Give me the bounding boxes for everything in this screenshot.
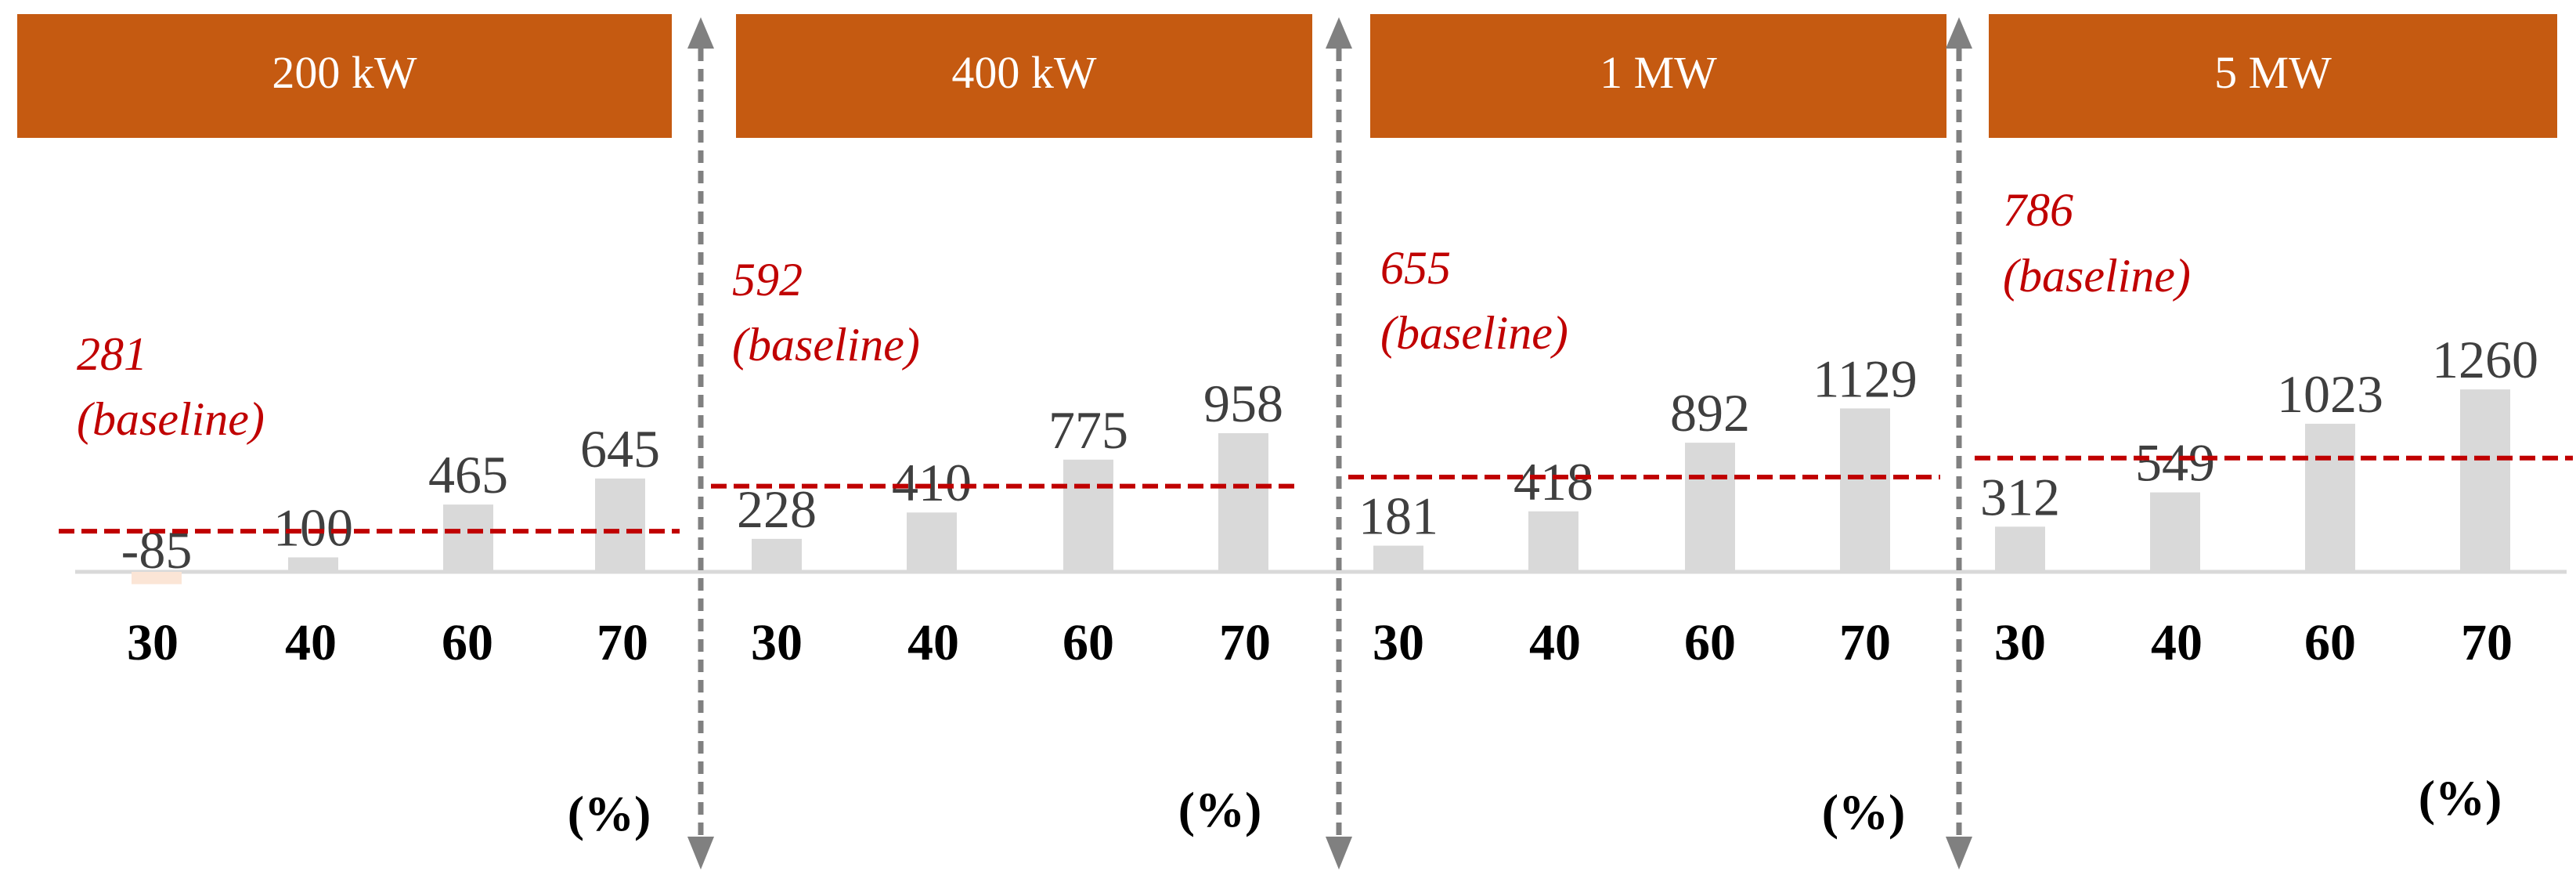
arrow-up-icon: [1326, 17, 1352, 49]
x-tick-label: 40: [285, 614, 337, 671]
panel-header: [1989, 14, 2557, 138]
bar: [752, 538, 802, 572]
x-tick-label: 40: [2151, 614, 2203, 671]
panel-header: [1370, 14, 1946, 138]
arrow-down-icon: [687, 837, 714, 870]
panel-title: 1 MW: [1600, 47, 1717, 98]
arrow-down-icon: [1326, 837, 1352, 870]
bar-value-label: 100: [273, 498, 353, 558]
baseline-value: 655: [1380, 242, 1451, 294]
baseline-label: (baseline): [77, 393, 265, 445]
bar-value-label: 1129: [1813, 349, 1917, 408]
bar-value-label: 181: [1358, 486, 1438, 546]
unit-label: (%): [568, 786, 651, 841]
bar-value-label: 312: [1980, 467, 2060, 526]
arrow-up-icon: [1946, 17, 1972, 49]
x-tick-label: 60: [1063, 614, 1114, 671]
baseline-label: (baseline): [2003, 250, 2191, 302]
panel-header: [17, 14, 672, 138]
arrow-down-icon: [1946, 837, 1972, 870]
bar-value-label: 549: [2135, 433, 2215, 493]
arrow-up-icon: [687, 17, 714, 49]
bar-value-label: 410: [892, 453, 972, 512]
bar: [288, 557, 338, 572]
bar-value-label: 228: [737, 479, 817, 539]
bar: [1063, 459, 1113, 572]
bar: [1685, 443, 1735, 572]
baseline-label: (baseline): [732, 319, 920, 371]
bar-value-label: 1260: [2432, 330, 2538, 389]
bar: [132, 572, 182, 584]
baseline-label: (baseline): [1380, 307, 1568, 359]
x-tick-label: 70: [2461, 614, 2513, 671]
panel-title: 200 kW: [272, 47, 417, 98]
x-tick-label: 30: [1994, 614, 2046, 671]
x-tick-label: 70: [1219, 614, 1271, 671]
panel-title: 5 MW: [2214, 47, 2332, 98]
bar-value-label: 892: [1670, 383, 1750, 443]
panel-header: [736, 14, 1312, 138]
bar: [1840, 408, 1890, 572]
bar-value-label: 645: [580, 419, 660, 479]
bar-value-label: 418: [1513, 452, 1593, 512]
bar: [1373, 545, 1423, 572]
bar: [1528, 511, 1578, 572]
unit-label: (%): [2419, 770, 2502, 826]
x-tick-label: 40: [1529, 614, 1581, 671]
baseline-value: 786: [2003, 184, 2073, 236]
baseline-value: 281: [77, 328, 147, 380]
bar: [907, 512, 957, 572]
bar: [595, 478, 645, 572]
x-tick-label: 30: [1373, 614, 1424, 671]
x-tick-label: 60: [1684, 614, 1736, 671]
unit-label: (%): [1178, 782, 1262, 837]
bar-value-label: 465: [428, 445, 508, 504]
baseline-value: 592: [732, 254, 803, 306]
bar-value-label: 1023: [2277, 364, 2383, 424]
unit-label: (%): [1822, 784, 1906, 840]
panel-title: 400 kW: [951, 47, 1097, 98]
x-tick-label: 30: [751, 614, 803, 671]
bar: [1218, 432, 1268, 572]
bar-value-label: 775: [1048, 400, 1128, 460]
bar: [2150, 492, 2200, 572]
x-tick-label: 70: [1839, 614, 1891, 671]
bar: [2305, 423, 2355, 572]
x-tick-label: 60: [2304, 614, 2356, 671]
bar: [443, 504, 493, 572]
x-tick-label: 30: [127, 614, 179, 671]
x-tick-label: 70: [597, 614, 648, 671]
x-tick-label: 60: [442, 614, 493, 671]
bar-value-label: 958: [1203, 374, 1283, 433]
x-tick-label: 40: [907, 614, 959, 671]
bar: [2460, 389, 2510, 572]
bar: [1995, 526, 2045, 572]
